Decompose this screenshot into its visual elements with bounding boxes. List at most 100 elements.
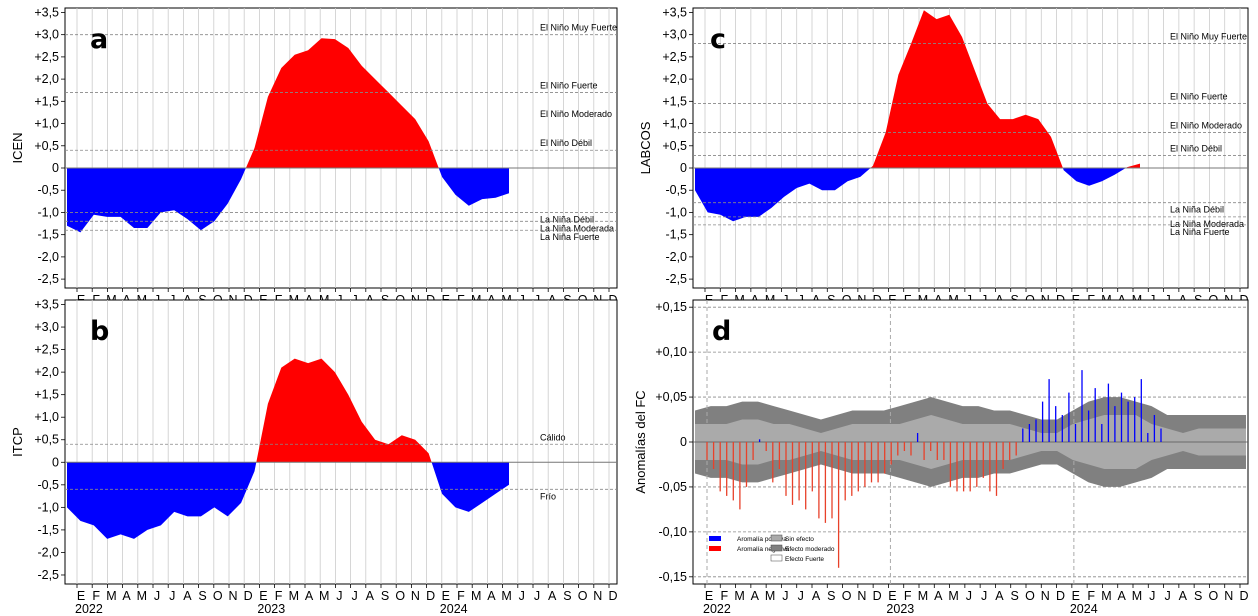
x-tick-label: A (1118, 589, 1127, 603)
x-tick-label: D (873, 589, 882, 603)
y-tick-label: -0,5 (37, 478, 59, 492)
x-tick-label: E (1072, 589, 1080, 603)
x-tick-label: M (137, 589, 147, 603)
legend-label: Sin efecto (785, 536, 814, 543)
x-tick-label: E (77, 589, 85, 603)
panel-label: a (90, 24, 108, 55)
x-tick-label: D (426, 589, 435, 603)
x-tick-label: N (1041, 589, 1050, 603)
x-tick-label: E (705, 589, 713, 603)
x-tick-label: O (395, 589, 405, 603)
x-tick-label: N (1224, 589, 1233, 603)
threshold-label: Cálido (540, 432, 566, 442)
y-tick-label: -2,0 (37, 250, 59, 264)
x-tick-label: J (519, 589, 525, 603)
y-tick-label: +2,0 (34, 72, 59, 86)
x-tick-label: J (966, 589, 972, 603)
y-tick-label: +0,10 (655, 345, 687, 359)
panel-label: b (90, 316, 109, 347)
x-tick-label: O (842, 589, 852, 603)
x-tick-label: O (1209, 589, 1219, 603)
x-tick-label: A (122, 589, 131, 603)
threshold-label: El Niño Débil (1170, 144, 1222, 154)
x-tick-label: J (1164, 589, 1170, 603)
positive-anomaly-area (695, 10, 1140, 169)
y-axis-label: ICEN (10, 132, 25, 163)
x-tick-label: J (798, 589, 804, 603)
x-tick-label: M (734, 589, 744, 603)
x-tick-label: D (1239, 589, 1248, 603)
threshold-label: La Niña Débil (1170, 205, 1224, 215)
panel-a-chart: +3,5 +3,0 +2,5 +2,0 +1,5 +1,0 +0,5 0 -0,5 -1,0 -1,… (10, 5, 618, 320)
x-tick-label: J (534, 589, 540, 603)
x-tick-label: M (918, 589, 928, 603)
x-tick-label: J (154, 589, 160, 603)
x-tick-label: N (228, 589, 237, 603)
x-tick-label: M (471, 589, 481, 603)
y-tick-label: -0,5 (665, 183, 687, 197)
legend-swatch-positive (709, 536, 721, 541)
x-tick-label: N (593, 589, 602, 603)
x-tick-label: S (198, 589, 206, 603)
y-tick-label: +2,0 (662, 72, 687, 86)
x-tick-label: M (106, 589, 116, 603)
x-tick-label: A (751, 589, 760, 603)
threshold-label: La Niña Moderada (540, 223, 614, 233)
x-tick-label: M (501, 589, 511, 603)
legend-swatch-no-effect (770, 534, 783, 542)
y-tick-label: +1,5 (34, 94, 59, 108)
negative-anomaly-area (67, 462, 509, 539)
y-tick-label: -2,5 (37, 568, 59, 582)
x-tick-label: M (289, 589, 299, 603)
y-tick-label: +1,0 (662, 117, 687, 131)
legend-swatch-moderate (770, 544, 783, 552)
x-tick-label: O (213, 589, 223, 603)
x-tick-label: J (981, 589, 987, 603)
y-tick-label: 0 (680, 435, 687, 449)
x-tick-label: J (169, 589, 175, 603)
y-tick-label: +3,5 (34, 5, 59, 19)
x-tick-label: E (442, 589, 450, 603)
negative-anomaly-area (695, 168, 1140, 222)
x-tick-label: F (720, 589, 728, 603)
panel-b-chart: +3,5 +3,0 +2,5 +2,0 +1,5 +1,0 +0,5 0 -0,5 -1,0 -1,… (10, 298, 618, 616)
x-tick-label: A (934, 589, 943, 603)
x-tick-label: A (548, 589, 557, 603)
x-tick-label: D (1056, 589, 1065, 603)
year-label: 2022 (75, 602, 103, 616)
x-tick-label: N (857, 589, 866, 603)
x-tick-label: A (366, 589, 375, 603)
x-tick-label: J (1149, 589, 1155, 603)
y-tick-label: -1,5 (37, 228, 59, 242)
y-tick-label: -1,0 (37, 500, 59, 514)
y-tick-label: +2,5 (662, 50, 687, 64)
threshold-label: Frío (540, 491, 556, 501)
x-tick-label: A (1179, 589, 1188, 603)
legend-swatch-negative (709, 546, 721, 551)
legend-label: Efecto moderado (785, 546, 835, 553)
year-label: 2023 (886, 602, 914, 616)
x-tick-label: A (487, 589, 496, 603)
x-tick-label: M (948, 589, 958, 603)
year-label: 2023 (257, 602, 285, 616)
threshold-label: El Niño Fuerte (1170, 92, 1228, 102)
y-tick-label: -0,05 (659, 480, 688, 494)
positive-anomaly-area (67, 358, 509, 463)
panel-label: d (712, 316, 731, 347)
y-axis-label: LABCOS (638, 121, 653, 174)
threshold-label: La Niña Débil (540, 214, 594, 224)
x-tick-label: M (765, 589, 775, 603)
positive-anomaly-area (67, 38, 509, 169)
x-tick-label: S (1011, 589, 1019, 603)
y-tick-label: +3,5 (34, 298, 59, 312)
year-label: 2024 (440, 602, 468, 616)
y-tick-label: +0,5 (34, 139, 59, 153)
x-tick-label: S (1194, 589, 1202, 603)
x-tick-label: M (1132, 589, 1142, 603)
threshold-label: El Niño Débil (540, 138, 592, 148)
x-tick-label: E (259, 589, 267, 603)
y-tick-label: +0,5 (662, 139, 687, 153)
panel-label: c (710, 24, 726, 55)
y-tick-label: -1,0 (665, 205, 687, 219)
x-tick-label: M (1101, 589, 1111, 603)
